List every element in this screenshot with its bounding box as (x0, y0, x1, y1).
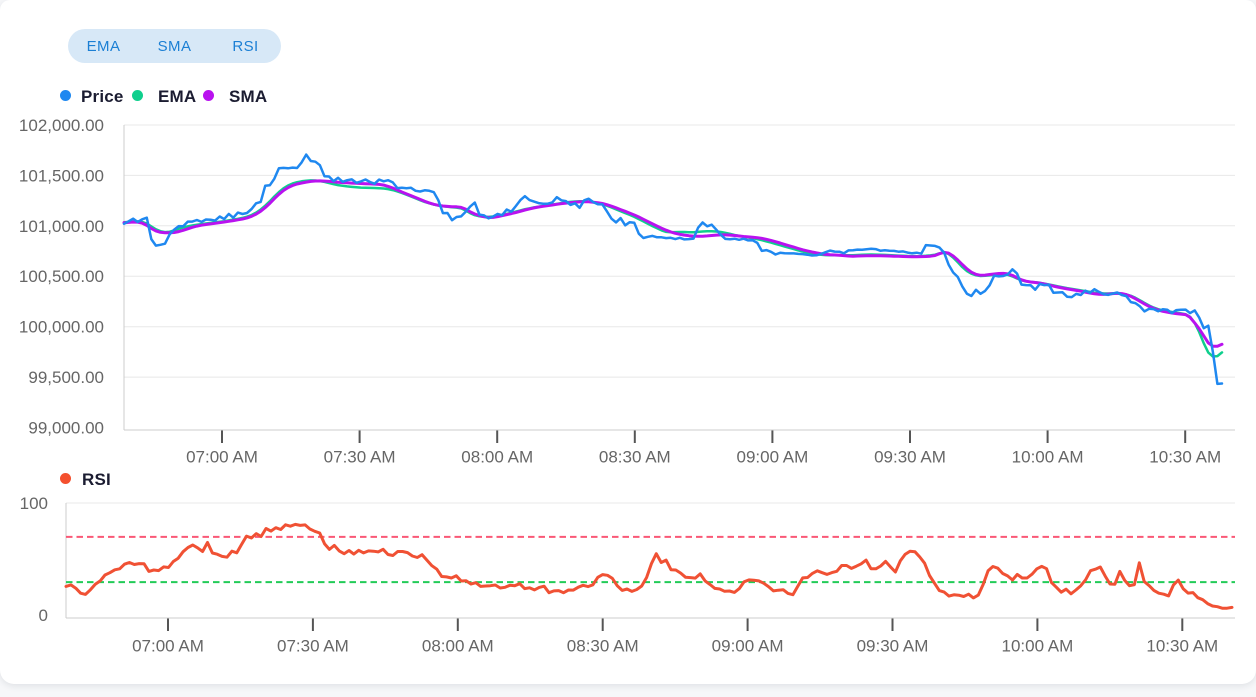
svg-text:09:00 AM: 09:00 AM (712, 637, 784, 656)
svg-text:09:30 AM: 09:30 AM (874, 448, 946, 467)
svg-text:101,500.00: 101,500.00 (19, 166, 104, 185)
svg-text:09:00 AM: 09:00 AM (736, 448, 808, 467)
svg-text:100,500.00: 100,500.00 (19, 267, 104, 286)
svg-text:08:00 AM: 08:00 AM (461, 448, 533, 467)
svg-text:99,000.00: 99,000.00 (28, 419, 104, 438)
svg-text:08:00 AM: 08:00 AM (422, 637, 494, 656)
svg-text:102,000.00: 102,000.00 (19, 116, 104, 135)
svg-text:100: 100 (20, 494, 48, 513)
svg-text:10:30 AM: 10:30 AM (1146, 637, 1218, 656)
svg-text:100,000.00: 100,000.00 (19, 318, 104, 337)
svg-text:10:00 AM: 10:00 AM (1012, 448, 1084, 467)
svg-text:99,500.00: 99,500.00 (28, 368, 104, 387)
svg-text:07:30 AM: 07:30 AM (277, 637, 349, 656)
svg-text:07:00 AM: 07:00 AM (132, 637, 204, 656)
svg-text:08:30 AM: 08:30 AM (567, 637, 639, 656)
svg-text:101,000.00: 101,000.00 (19, 217, 104, 236)
svg-text:07:30 AM: 07:30 AM (324, 448, 396, 467)
svg-text:08:30 AM: 08:30 AM (599, 448, 671, 467)
svg-text:0: 0 (39, 606, 48, 625)
svg-text:10:00 AM: 10:00 AM (1001, 637, 1073, 656)
svg-text:09:30 AM: 09:30 AM (857, 637, 929, 656)
svg-text:07:00 AM: 07:00 AM (186, 448, 258, 467)
svg-text:10:30 AM: 10:30 AM (1149, 448, 1221, 467)
